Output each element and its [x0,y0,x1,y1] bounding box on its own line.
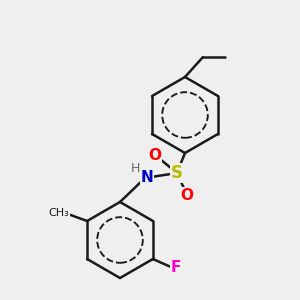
Text: N: N [141,170,153,185]
Text: O: O [181,188,194,202]
Text: CH₃: CH₃ [49,208,70,218]
Text: S: S [171,164,183,182]
Text: O: O [148,148,161,163]
Text: F: F [171,260,181,274]
Text: H: H [130,163,140,176]
